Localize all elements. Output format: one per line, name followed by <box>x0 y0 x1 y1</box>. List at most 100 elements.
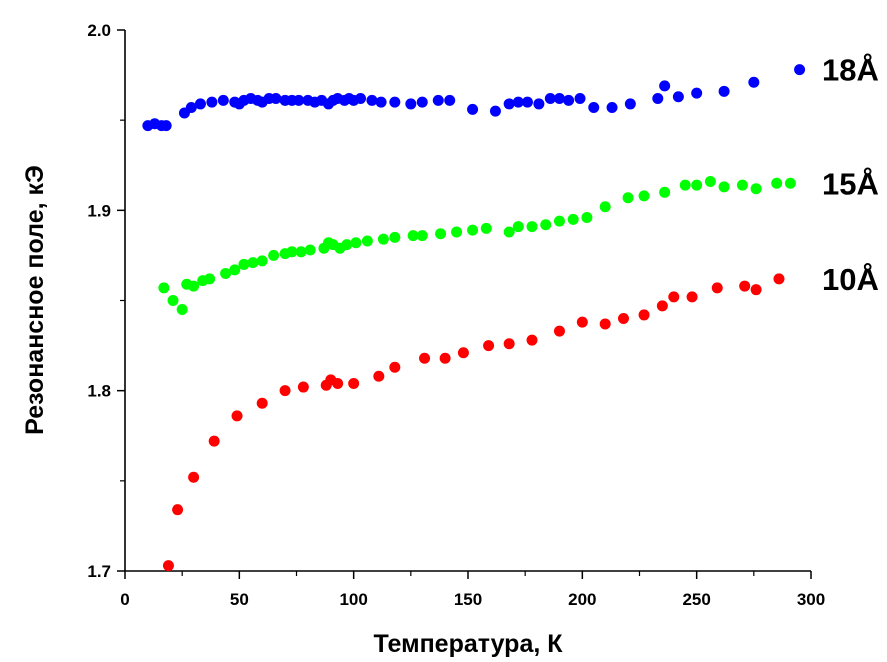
data-point <box>622 192 634 204</box>
data-point <box>606 102 618 114</box>
data-point <box>567 213 579 225</box>
data-point <box>526 334 538 346</box>
data-point <box>748 76 760 88</box>
data-point <box>366 94 378 106</box>
data-point <box>553 215 565 227</box>
data-point <box>563 94 575 106</box>
data-point <box>416 96 428 108</box>
data-point <box>773 273 785 285</box>
data-point <box>512 221 524 233</box>
data-point <box>444 94 456 106</box>
data-point <box>489 105 501 117</box>
data-point <box>553 325 565 337</box>
data-point <box>304 244 316 256</box>
data-point <box>750 284 762 296</box>
y-tick-label: 1.8 <box>87 382 111 401</box>
data-point <box>355 93 367 105</box>
data-point <box>503 226 515 238</box>
data-point <box>588 102 600 114</box>
data-point <box>217 94 229 106</box>
data-point <box>718 85 730 97</box>
data-point <box>220 267 232 279</box>
data-point <box>599 201 611 213</box>
data-point <box>238 258 250 270</box>
data-point <box>617 313 629 325</box>
data-point <box>533 98 545 110</box>
data-point <box>652 93 664 105</box>
data-point <box>348 377 360 389</box>
data-point <box>350 237 362 249</box>
data-point <box>286 246 298 258</box>
data-point <box>256 255 268 267</box>
data-point <box>711 282 723 294</box>
series-label: 18Å <box>822 53 879 88</box>
data-point <box>293 94 305 106</box>
data-point <box>480 222 492 234</box>
data-point <box>794 64 806 76</box>
x-tick-label: 300 <box>797 590 825 609</box>
data-point <box>553 93 565 105</box>
x-tick-label: 100 <box>339 590 367 609</box>
data-point <box>576 316 588 328</box>
data-point <box>167 295 179 306</box>
data-point <box>377 233 389 245</box>
data-point <box>544 93 556 105</box>
axes: 0 50 100 150 200 250 300 1.7 1.8 1.9 2.0 <box>87 21 825 609</box>
data-point <box>750 183 762 195</box>
y-tick-label: 1.7 <box>87 562 111 581</box>
data-point <box>419 352 431 364</box>
data-point <box>739 280 751 292</box>
x-tick-label: 250 <box>682 590 710 609</box>
data-point <box>599 318 611 330</box>
data-point <box>341 239 353 251</box>
x-tick-label: 200 <box>568 590 596 609</box>
data-point <box>389 231 401 243</box>
data-point <box>451 226 463 238</box>
data-point <box>389 96 401 108</box>
series-label: 15Å <box>822 166 879 201</box>
data-point <box>185 102 197 114</box>
data-point <box>188 471 200 483</box>
data-point <box>162 560 174 572</box>
data-point <box>540 219 552 231</box>
x-tick-label: 0 <box>120 590 129 609</box>
data-point <box>784 177 796 189</box>
data-point <box>483 340 495 352</box>
data-point <box>206 96 218 108</box>
data-point <box>503 98 515 110</box>
data-point <box>375 96 387 108</box>
data-point <box>574 93 586 105</box>
data-point <box>231 410 243 422</box>
data-point <box>229 264 241 276</box>
data-point <box>718 181 730 193</box>
data-point <box>624 98 636 110</box>
data-point <box>526 221 538 233</box>
data-point <box>503 338 515 350</box>
series-label: 10Å <box>822 262 879 297</box>
data-point <box>158 282 170 294</box>
data-point <box>188 280 200 292</box>
data-point <box>691 179 703 191</box>
data-point <box>439 352 451 364</box>
data-point <box>160 120 172 132</box>
data-point <box>256 397 268 409</box>
data-point <box>659 80 671 92</box>
data-point <box>332 377 344 389</box>
data-point <box>638 309 650 321</box>
data-point <box>432 94 444 106</box>
data-points <box>142 64 806 572</box>
data-point <box>407 230 419 242</box>
data-point <box>679 179 691 191</box>
x-axis-title: Температура, К <box>373 630 563 658</box>
series-1 <box>158 175 796 316</box>
data-point <box>361 235 373 247</box>
data-point <box>467 103 479 115</box>
data-point <box>659 186 671 198</box>
data-point <box>668 291 680 303</box>
data-point <box>297 381 309 393</box>
data-point <box>581 212 593 224</box>
data-point <box>638 190 650 202</box>
data-point <box>656 300 668 312</box>
data-point <box>247 257 259 269</box>
